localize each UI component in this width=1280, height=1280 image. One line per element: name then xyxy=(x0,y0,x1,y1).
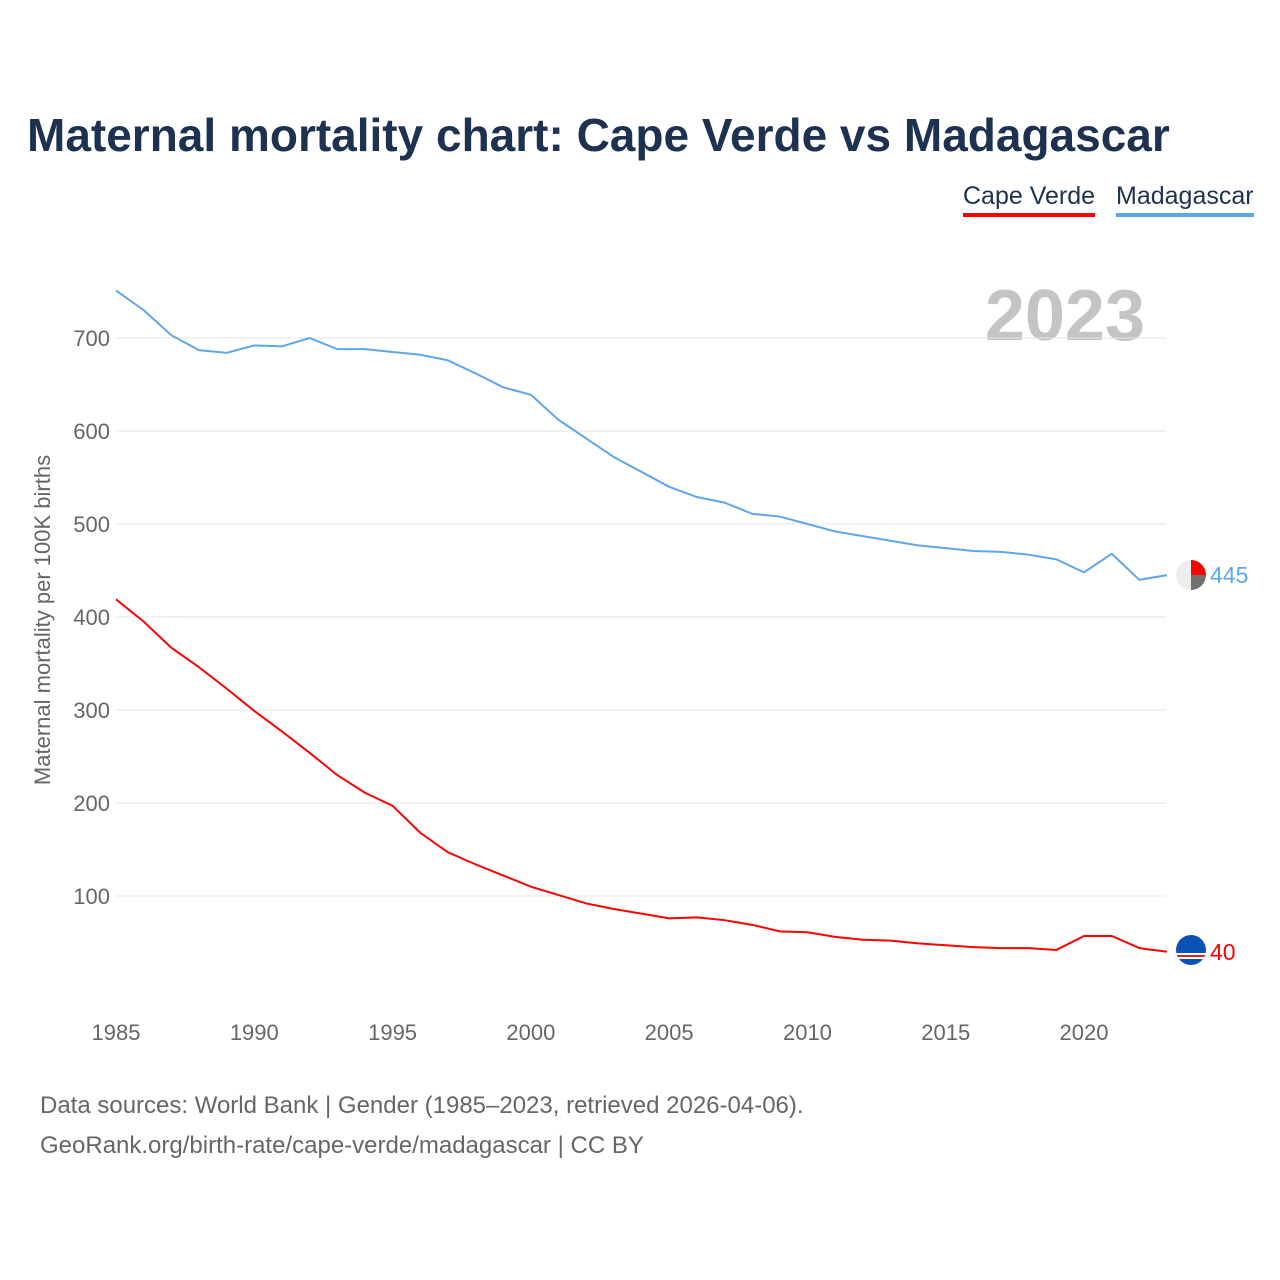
series-line-cape-verde xyxy=(115,598,1168,953)
x-tick-label: 2000 xyxy=(506,1020,555,1045)
end-value-label: 40 xyxy=(1210,939,1236,965)
x-tick-label: 2005 xyxy=(645,1020,694,1045)
x-tick-label: 2020 xyxy=(1060,1020,1109,1045)
x-tick-label: 1985 xyxy=(92,1020,141,1045)
y-tick-label: 300 xyxy=(73,698,110,723)
legend-madagascar[interactable]: Madagascar xyxy=(1116,182,1254,217)
y-tick-label: 100 xyxy=(73,884,110,909)
cape-verde-flag-marker xyxy=(1176,935,1206,965)
x-tick-label: 2010 xyxy=(783,1020,832,1045)
legend-cape-verde[interactable]: Cape Verde xyxy=(963,182,1096,217)
series-line-madagascar xyxy=(115,289,1168,581)
y-tick-label: 200 xyxy=(73,791,110,816)
source-link[interactable]: GeoRank.org/birth-rate/cape-verde/madaga… xyxy=(40,1132,644,1159)
y-tick-label: 600 xyxy=(73,419,110,444)
year-watermark: 2023 xyxy=(985,276,1145,356)
x-tick-label: 1995 xyxy=(368,1020,417,1045)
y-axis-label: Maternal mortality per 100K births xyxy=(30,455,55,785)
y-tick-label: 700 xyxy=(73,326,110,351)
data-source-text: Data sources: World Bank | Gender (1985–… xyxy=(40,1092,804,1119)
chart-title: Maternal mortality chart: Cape Verde vs … xyxy=(27,109,1170,161)
y-tick-label: 400 xyxy=(73,605,110,630)
y-tick-label: 500 xyxy=(73,512,110,537)
footer: Data sources: World Bank | Gender (1985–… xyxy=(40,1086,804,1166)
end-value-label: 445 xyxy=(1210,562,1248,588)
x-tick-label: 1990 xyxy=(230,1020,279,1045)
madagascar-flag-marker xyxy=(1176,560,1206,590)
x-tick-label: 2015 xyxy=(921,1020,970,1045)
